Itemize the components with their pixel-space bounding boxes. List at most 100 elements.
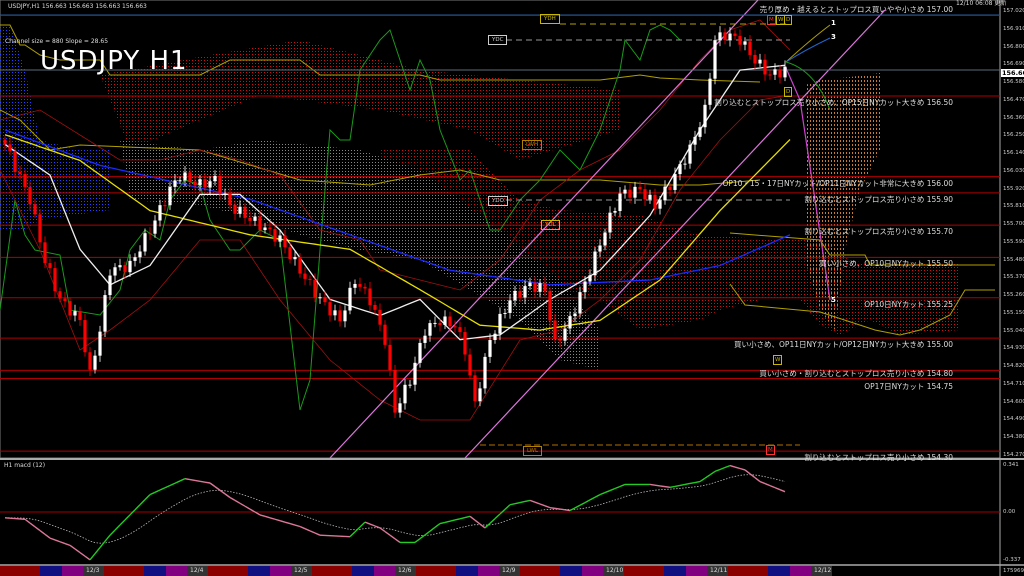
macd-line-segment (449, 519, 456, 522)
tag-ydl: YDL (541, 220, 560, 230)
candle-body (443, 316, 447, 326)
macd-line-segment (239, 502, 246, 507)
macd-axis-max: 0.341 (1003, 462, 1019, 468)
candle-body (688, 144, 692, 164)
macd-line-segment (684, 482, 691, 486)
candle-body (638, 186, 642, 190)
macd-line-segment (589, 496, 596, 501)
price-axis-label: 155.700 (1003, 221, 1024, 228)
candle-body (628, 189, 632, 198)
candle-body (753, 54, 757, 64)
candle-body (73, 311, 77, 316)
macd-line-segment (704, 474, 711, 479)
candle-body (168, 186, 172, 206)
date-label: 12/5 (294, 567, 308, 574)
candle-body (513, 290, 517, 301)
ichimoku-span-b (729, 232, 995, 266)
current-price-label: 156.663 (1001, 69, 1024, 77)
level-annotation: 買い小さめ、OP11日NYカット/OP12日NYカット大きめ 155.00 (734, 340, 953, 350)
candle-body (23, 174, 27, 188)
candle-body (713, 40, 717, 79)
tag-lwh: LWH (522, 140, 543, 150)
candle-body (683, 163, 687, 165)
candle-body (613, 211, 617, 213)
projection-line-magenta (785, 67, 831, 301)
macd-line-segment (369, 523, 376, 527)
macd-line-segment (184, 477, 191, 481)
macd-line-segment (544, 505, 551, 509)
macd-line-segment (299, 525, 306, 530)
tag-ydc: YDC (488, 35, 508, 45)
candle-body (673, 174, 677, 190)
candle-body (183, 172, 187, 181)
macd-line-segment (759, 480, 766, 485)
macd-line-segment (769, 484, 776, 489)
candle-body (353, 283, 357, 288)
macd-line-segment (564, 509, 571, 512)
macd-line-segment (674, 484, 681, 488)
macd-line-segment (234, 499, 241, 504)
macd-line-segment (104, 534, 111, 542)
macd-line-segment (224, 493, 231, 499)
macd-line-segment (499, 508, 506, 515)
candle-body (748, 41, 752, 55)
candle-body (413, 362, 417, 385)
candle-body (718, 32, 722, 41)
candle-body (373, 304, 377, 310)
macd-line-segment (584, 499, 591, 504)
macd-line-segment (84, 555, 91, 561)
candle-body (393, 370, 397, 413)
price-axis-label: 156.580 (1003, 79, 1024, 86)
ichimoku-cloud-blue (0, 25, 110, 230)
tag-d-lower: D (784, 87, 793, 97)
candle-body (363, 286, 367, 289)
candle-body (773, 69, 777, 75)
macd-line-segment (359, 521, 366, 528)
tag-lwl: LWL (523, 446, 543, 456)
candle-body (388, 344, 392, 371)
macd-line-segment (439, 521, 446, 525)
price-axis-label: 155.810 (1003, 203, 1024, 210)
macd-line-segment (444, 520, 451, 524)
macd-line-segment (259, 514, 266, 518)
candle-body (223, 193, 227, 195)
price-axis-label: 155.480 (1003, 256, 1024, 263)
macd-line-segment (529, 499, 536, 503)
candle-body (408, 384, 412, 386)
macd-axis-min: -0.337 (1003, 557, 1021, 563)
session-segment (582, 566, 603, 576)
session-segment (208, 566, 248, 576)
candle-body (588, 275, 592, 282)
candle-body (308, 278, 312, 280)
candle-body (678, 164, 682, 175)
macd-line-segment (354, 526, 361, 533)
candle-body (173, 180, 177, 187)
macd-line-segment (649, 483, 656, 486)
candle-body (703, 104, 707, 128)
candle-body (273, 229, 277, 242)
candle-body (783, 66, 787, 78)
level-annotation: 買い小さめ、OP10日NYカット 155.50 (819, 259, 953, 269)
candle-body (343, 310, 347, 322)
candle-body (623, 189, 627, 194)
macd-line-segment (134, 504, 141, 511)
date-label: 12/11 (710, 567, 728, 574)
candle-body (583, 281, 587, 293)
tag-m: M (767, 15, 776, 25)
macd-line-segment (619, 483, 626, 488)
level-annotation: 売り厚め・越えるとストップロス買いやや小さめ 157.00 (759, 5, 953, 15)
macd-line-segment (49, 537, 56, 541)
macd-line-segment (39, 530, 46, 535)
macd-line-segment (669, 485, 676, 489)
macd-line-segment (124, 514, 131, 521)
candle-body (38, 214, 42, 243)
candle-body (358, 283, 362, 287)
candle-body (113, 267, 117, 276)
candle-body (303, 273, 307, 279)
macd-line-segment (59, 541, 66, 545)
candle-body (403, 384, 407, 404)
price-axis-label: 154.930 (1003, 345, 1024, 352)
moving-average-blue (4, 129, 791, 286)
channel-line-lower[interactable] (464, 9, 886, 459)
